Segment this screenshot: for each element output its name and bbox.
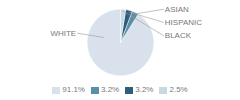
svg-text:HISPANIC: HISPANIC: [165, 18, 202, 27]
html-text:3.2%: 3.2%: [135, 85, 154, 94]
svg-text:WHITE: WHITE: [50, 29, 76, 38]
html-text:2.5%: 2.5%: [169, 85, 188, 94]
html-text:91.1%: 91.1%: [62, 85, 85, 94]
svg-text:BLACK: BLACK: [165, 31, 192, 40]
html-text:3.2%: 3.2%: [101, 85, 120, 94]
svg-text:ASIAN: ASIAN: [165, 5, 189, 14]
